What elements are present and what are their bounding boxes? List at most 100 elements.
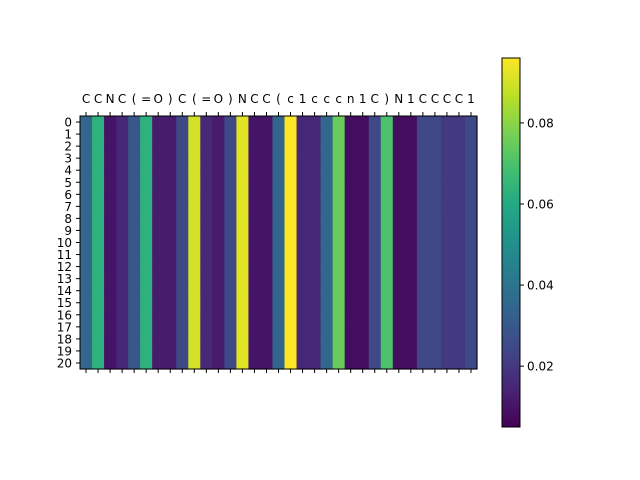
heatmap-cell	[128, 188, 141, 201]
heatmap-cell	[176, 332, 189, 346]
heatmap-cell	[176, 116, 189, 129]
heatmap-cell	[380, 128, 394, 141]
heatmap-cell	[224, 284, 237, 298]
heatmap-cell	[308, 332, 322, 346]
heatmap-cell	[200, 296, 213, 310]
heatmap-cell	[128, 128, 141, 141]
heatmap-cell	[392, 332, 406, 346]
heatmap-cell	[224, 344, 237, 358]
heatmap-cell	[368, 200, 382, 213]
heatmap-cell	[344, 200, 358, 213]
x-tick-label: C	[118, 92, 126, 106]
heatmap-cell	[128, 224, 141, 238]
heatmap-cell	[176, 344, 189, 358]
heatmap-cell	[140, 272, 153, 286]
heatmap-cell	[164, 128, 177, 141]
heatmap-cell	[356, 164, 370, 177]
heatmap-cell	[320, 296, 334, 310]
heatmap-cell	[428, 284, 442, 298]
heatmap-cell	[212, 248, 225, 262]
heatmap-cell	[320, 188, 334, 201]
heatmap-cell	[176, 296, 189, 310]
heatmap-cell	[248, 284, 262, 298]
heatmap-cell	[452, 188, 466, 201]
heatmap-cell	[152, 236, 165, 250]
heatmap-cell	[248, 152, 262, 165]
heatmap-cell	[308, 236, 322, 250]
heatmap-cell	[260, 344, 274, 358]
heatmap-cell	[392, 164, 406, 177]
heatmap-cell	[392, 140, 406, 153]
heatmap-cell	[104, 164, 117, 177]
heatmap-cells	[80, 116, 478, 370]
heatmap-cell	[464, 224, 478, 238]
heatmap-cell	[356, 224, 370, 238]
heatmap-cell	[308, 320, 322, 334]
heatmap-cell	[308, 260, 322, 274]
heatmap-cell	[296, 320, 310, 334]
heatmap-cell	[428, 236, 442, 250]
heatmap-cell	[416, 212, 430, 226]
heatmap-cell	[464, 296, 478, 310]
heatmap-cell	[260, 284, 274, 298]
heatmap-cell	[104, 212, 117, 226]
heatmap-cell	[260, 356, 274, 370]
heatmap-cell	[92, 260, 105, 274]
heatmap-cell	[92, 332, 105, 346]
heatmap-cell	[248, 140, 262, 153]
heatmap-cell	[452, 296, 466, 310]
heatmap-cell	[404, 260, 418, 274]
y-tick-label: 14	[57, 284, 72, 298]
colorbar-tick-label: 0.04	[527, 279, 554, 293]
heatmap-cell	[140, 188, 153, 201]
x-tick-label: C	[431, 92, 439, 106]
heatmap-cell	[356, 212, 370, 226]
heatmap-cell	[332, 248, 346, 262]
heatmap-cell	[248, 320, 262, 334]
heatmap-cell	[416, 200, 430, 213]
heatmap-cell	[404, 344, 418, 358]
heatmap-cell	[260, 224, 274, 238]
heatmap-cell	[296, 296, 310, 310]
heatmap-cell	[236, 176, 250, 189]
heatmap-cell	[464, 152, 478, 165]
heatmap-cell	[356, 116, 370, 129]
heatmap-cell	[116, 164, 129, 177]
heatmap-cell	[320, 224, 334, 238]
heatmap-cell	[140, 248, 153, 262]
heatmap-cell	[440, 332, 454, 346]
heatmap-cell	[380, 212, 394, 226]
heatmap-cell	[116, 224, 129, 238]
heatmap-cell	[224, 272, 237, 286]
heatmap-cell	[200, 224, 213, 238]
x-tick-label: C	[250, 92, 258, 106]
heatmap-cell	[80, 116, 93, 129]
x-tick-label: C	[419, 92, 427, 106]
heatmap-cell	[344, 332, 358, 346]
heatmap-cell	[428, 200, 442, 213]
heatmap-cell	[284, 200, 298, 213]
heatmap-cell	[164, 212, 177, 226]
heatmap-cell	[428, 332, 442, 346]
heatmap-cell	[356, 260, 370, 274]
heatmap-cell	[308, 188, 322, 201]
heatmap-cell	[392, 308, 406, 322]
heatmap-cell	[248, 188, 262, 201]
heatmap-cell	[116, 200, 129, 213]
heatmap-cell	[272, 188, 286, 201]
heatmap-cell	[236, 296, 250, 310]
heatmap-cell	[236, 320, 250, 334]
heatmap-cell	[272, 212, 286, 226]
heatmap-cell	[344, 272, 358, 286]
heatmap-cell	[128, 164, 141, 177]
heatmap-cell	[440, 212, 454, 226]
heatmap-cell	[188, 356, 201, 370]
x-tick-label: c	[335, 92, 342, 106]
heatmap-cell	[452, 152, 466, 165]
x-tick-label: C	[262, 92, 270, 106]
heatmap-cell	[392, 356, 406, 370]
colorbar-tick-label: 0.02	[527, 360, 554, 374]
heatmap-cell	[80, 128, 93, 141]
heatmap-cell	[428, 344, 442, 358]
heatmap-cell	[128, 332, 141, 346]
